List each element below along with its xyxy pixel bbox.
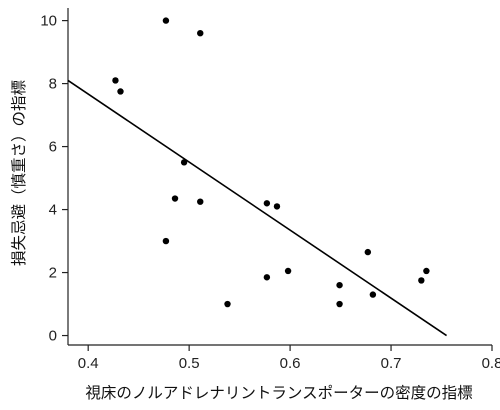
data-point — [336, 281, 343, 289]
data-point — [273, 203, 281, 210]
data-point — [284, 267, 292, 275]
ticks: 0.4 0.5 0.6 0.7 0.8 0 2 4 6 8 10 — [40, 13, 500, 372]
data-point — [162, 17, 170, 24]
data-point — [117, 88, 124, 95]
data-points — [112, 17, 430, 308]
data-point — [423, 267, 430, 275]
y-axis-title: 損失忌避（慎重さ）の指標 — [10, 80, 28, 266]
x-tick-label: 0.5 — [179, 355, 200, 372]
x-tick-label: 0.6 — [280, 355, 301, 372]
y-tick-label: 0 — [49, 328, 57, 345]
y-tick-label: 6 — [49, 139, 57, 156]
data-point — [180, 159, 188, 166]
data-point — [197, 198, 204, 205]
y-tick-label: 2 — [49, 265, 57, 282]
data-point — [263, 200, 271, 207]
data-point — [364, 248, 372, 256]
fit-line-group — [67, 79, 448, 337]
x-tick-label: 0.8 — [482, 355, 500, 372]
regression-line — [67, 79, 448, 337]
axes — [67, 8, 492, 346]
data-point — [112, 77, 119, 84]
y-tick-label: 10 — [40, 13, 57, 30]
data-point — [171, 195, 179, 202]
x-tick-label: 0.7 — [381, 355, 402, 372]
data-point — [162, 237, 170, 245]
y-tick-label: 8 — [49, 76, 57, 93]
y-tick-label: 4 — [49, 202, 57, 219]
x-tick-label: 0.4 — [78, 355, 99, 372]
data-point — [336, 300, 343, 308]
data-point — [418, 277, 425, 284]
data-point — [224, 300, 231, 308]
x-axis-title: 視床のノルアドレナリントランスポーターの密度の指標 — [85, 384, 472, 402]
data-point — [369, 291, 377, 298]
data-point — [197, 29, 204, 37]
data-point — [263, 274, 271, 281]
